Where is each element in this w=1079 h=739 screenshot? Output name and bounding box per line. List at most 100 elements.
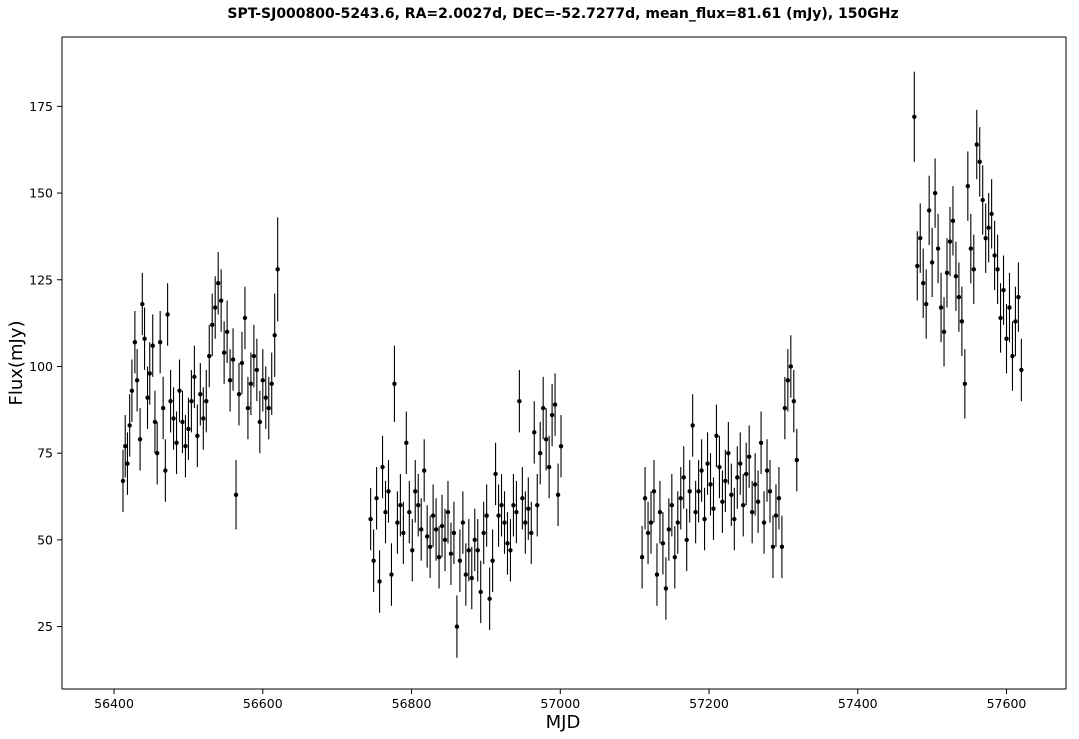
data-point <box>436 555 442 560</box>
data-point <box>183 444 188 449</box>
data-point <box>526 506 531 511</box>
data-point <box>137 437 143 442</box>
data-point <box>711 506 716 511</box>
data-point <box>257 419 263 425</box>
x-tick-label: 57600 <box>987 696 1027 711</box>
data-point <box>421 468 427 473</box>
data-point <box>371 558 376 563</box>
data-point <box>192 374 197 380</box>
data-point <box>788 364 794 369</box>
data-point <box>998 315 1003 321</box>
y-tick-label: 75 <box>37 446 53 461</box>
data-point <box>251 353 257 359</box>
data-point <box>451 530 457 536</box>
data-point <box>186 426 191 432</box>
data-point <box>383 509 388 515</box>
x-tick-label: 57200 <box>689 696 729 711</box>
data-point <box>368 516 373 522</box>
data-point <box>472 537 477 543</box>
data-point <box>989 211 994 217</box>
data-point <box>221 350 227 355</box>
data-point <box>145 395 150 400</box>
data-point <box>660 541 666 546</box>
data-point <box>992 253 997 258</box>
data-point <box>174 440 179 445</box>
data-point <box>974 142 979 147</box>
data-point <box>983 235 988 241</box>
data-point <box>752 482 758 487</box>
data-point <box>959 319 965 324</box>
data-point <box>995 267 1000 272</box>
data-point <box>755 499 761 504</box>
data-point <box>758 440 764 445</box>
data-point <box>529 530 534 536</box>
data-point <box>168 398 173 404</box>
data-point <box>266 405 271 411</box>
data-point <box>150 343 155 348</box>
data-point <box>761 520 767 525</box>
data-point <box>642 496 648 501</box>
x-axis: 56400 56600 56800 57000 57200 57400 57600 <box>94 689 1026 711</box>
data-point <box>708 482 713 487</box>
data-point <box>977 159 982 165</box>
data-point <box>389 572 394 577</box>
data-point <box>938 305 944 310</box>
data-point <box>218 298 224 303</box>
data-point <box>427 544 433 550</box>
data-point <box>1007 305 1012 310</box>
data-point <box>490 558 495 563</box>
data-point <box>224 329 230 334</box>
data-point <box>555 492 561 497</box>
data-point <box>738 461 743 466</box>
y-axis-label: Flux(mJy) <box>6 321 27 406</box>
data-point <box>210 322 215 328</box>
data-point <box>935 246 941 251</box>
data-point <box>230 357 236 362</box>
data-point <box>672 555 678 560</box>
data-point <box>157 339 163 345</box>
data-point <box>767 489 773 494</box>
data-point <box>127 423 132 428</box>
data-point <box>125 461 130 466</box>
data-point <box>714 433 719 439</box>
data-point <box>520 496 525 501</box>
data-point <box>678 496 683 501</box>
data-point <box>129 388 135 393</box>
data-point <box>687 489 692 494</box>
data-point <box>448 551 454 556</box>
data-point <box>245 405 251 411</box>
data-point <box>543 437 549 442</box>
data-point <box>263 395 268 400</box>
data-point <box>413 489 418 494</box>
data-point <box>269 381 274 387</box>
data-point <box>1001 287 1006 293</box>
data-point <box>523 520 528 525</box>
data-point <box>690 423 695 428</box>
data-point <box>926 208 932 213</box>
data-point <box>956 294 962 300</box>
data-point <box>971 267 976 272</box>
data-point <box>147 371 152 376</box>
data-point <box>499 502 504 508</box>
data-point <box>702 516 707 522</box>
data-point <box>260 378 265 383</box>
data-point <box>502 520 507 525</box>
data-point <box>386 489 391 494</box>
data-point <box>782 405 788 411</box>
data-point <box>944 270 950 276</box>
x-tick-label: 57000 <box>540 696 580 711</box>
data-point <box>749 509 755 515</box>
y-tick-label: 125 <box>29 272 53 287</box>
data-point <box>968 246 974 251</box>
data-point <box>962 381 968 387</box>
data-point <box>953 274 959 279</box>
data-point <box>538 450 543 456</box>
data-point <box>932 190 938 196</box>
y-tick-label: 25 <box>37 619 53 634</box>
data-point <box>735 475 740 480</box>
data-point <box>227 378 233 383</box>
data-point <box>726 450 731 456</box>
data-point <box>921 281 926 286</box>
data-point <box>410 548 415 553</box>
